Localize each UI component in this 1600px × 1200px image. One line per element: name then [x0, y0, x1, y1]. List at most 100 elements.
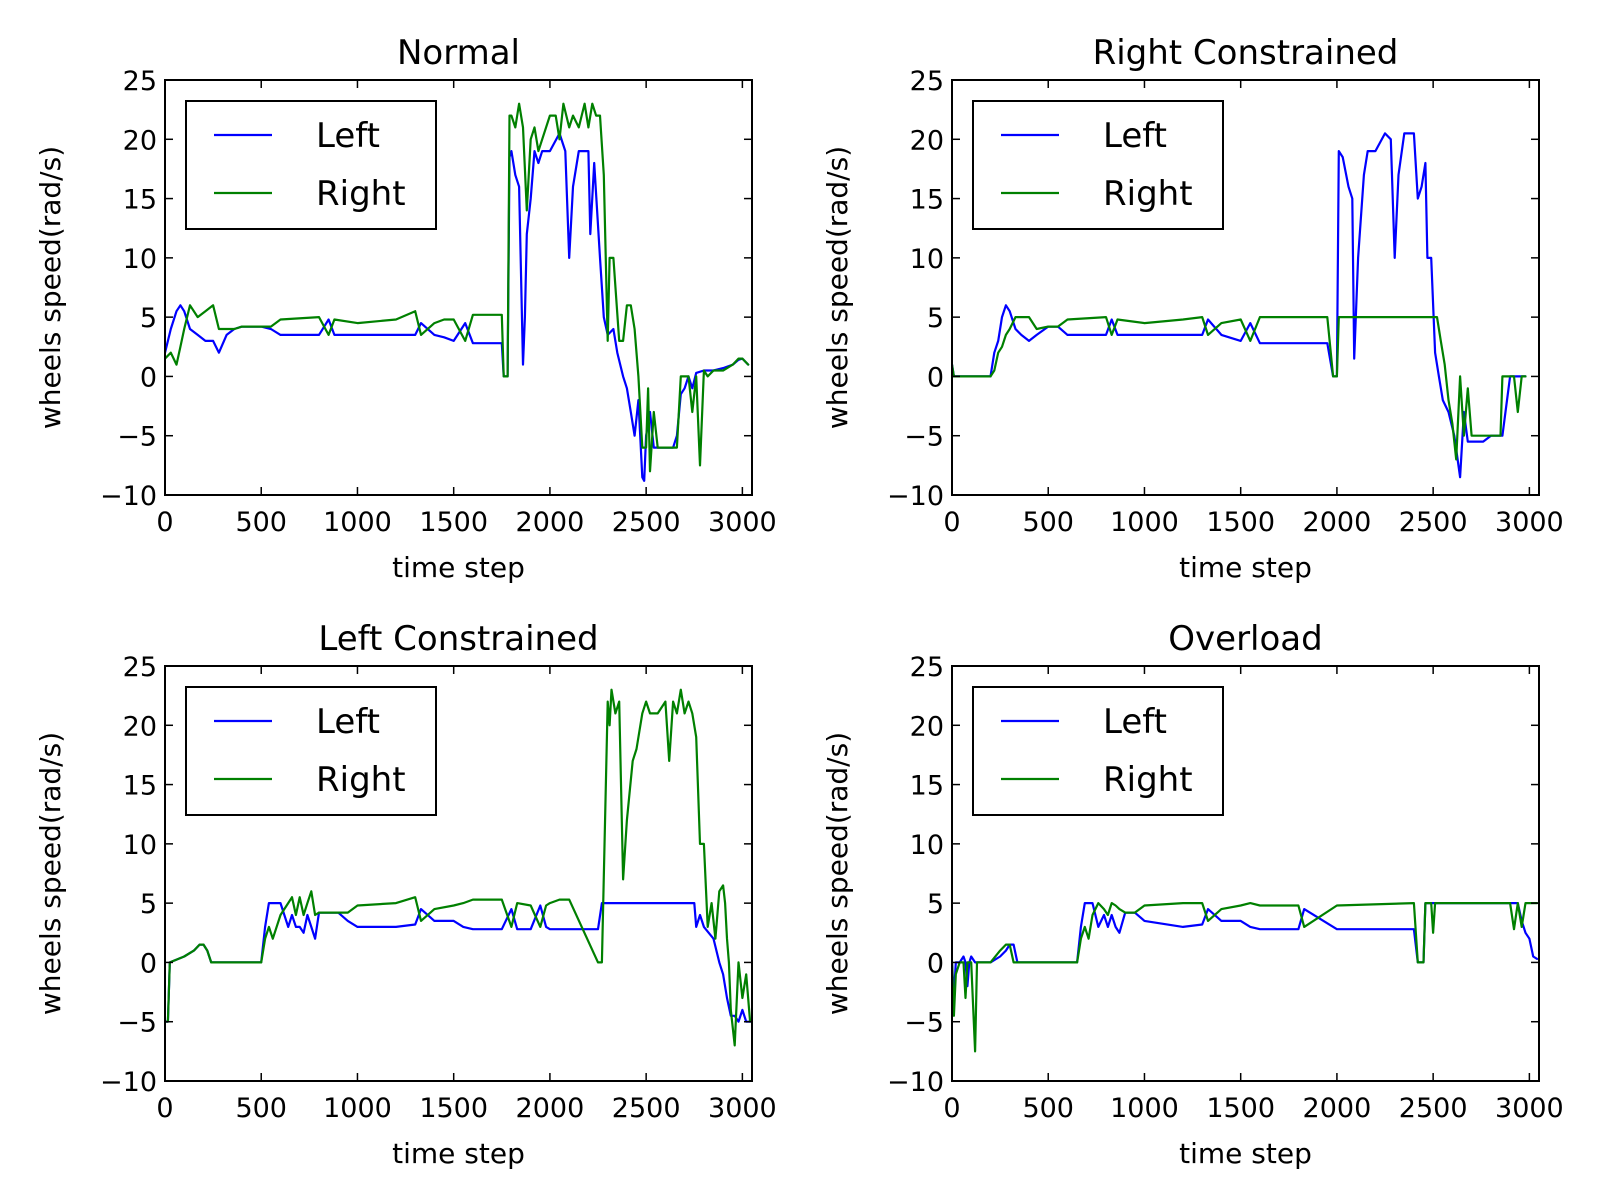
axes-frame [164, 79, 753, 496]
y-tick-label: 0 [927, 948, 944, 979]
chart-panel-1: 0 500 1000 1500 2000 2500 3000 −10 −5 0 5 10 15 20 25 N… [34, 33, 777, 584]
y-tick-label: 10 [910, 830, 944, 861]
y-tick-label: −10 [887, 481, 944, 512]
axes-frame [951, 665, 1540, 1082]
y-tick-label: −5 [904, 422, 944, 453]
y-tick-label: 20 [910, 711, 944, 742]
x-tick-label: 1500 [1206, 507, 1275, 538]
series-line-right [952, 316, 1527, 461]
y-tick-label: −10 [100, 481, 157, 512]
x-tick-label: 500 [1022, 1093, 1074, 1124]
y-axis-label: wheels speed(rad/s) [34, 732, 67, 1015]
y-tick-label: −5 [117, 422, 157, 453]
chart-title: Overload [1168, 619, 1322, 659]
legend: Left Right [972, 686, 1224, 816]
legend-label-left: Left [1103, 116, 1167, 156]
x-tick-label: 2500 [612, 1093, 681, 1124]
x-tick-label: 2000 [516, 1093, 585, 1124]
x-axis-label: time step [1179, 1137, 1312, 1170]
x-tick-label: 1000 [1110, 507, 1179, 538]
chart-title: Right Constrained [1093, 33, 1399, 73]
y-tick-label: 10 [123, 830, 157, 861]
legend-label-right: Right [316, 760, 406, 800]
legend: Left Right [972, 100, 1224, 230]
y-tick-label: 5 [140, 889, 157, 920]
y-tick-label: 20 [123, 711, 157, 742]
x-tick-label: 2500 [1399, 507, 1468, 538]
legend-label-left: Left [1103, 702, 1167, 742]
series-line-right [165, 102, 750, 473]
y-tick-label: 25 [123, 652, 157, 683]
x-tick-label: 3000 [1495, 507, 1564, 538]
y-tick-label: 5 [140, 303, 157, 334]
y-axis-label: wheels speed(rad/s) [34, 146, 67, 429]
x-tick-label: 2500 [612, 507, 681, 538]
x-axis-label: time step [392, 1137, 525, 1170]
legend: Left Right [185, 686, 437, 816]
y-axis-label: wheels speed(rad/s) [821, 146, 854, 429]
legend-label-right: Right [1103, 174, 1193, 214]
y-tick-label: 15 [910, 185, 944, 216]
legend-label-right: Right [316, 174, 406, 214]
x-tick-label: 3000 [708, 507, 777, 538]
x-tick-label: 500 [235, 507, 287, 538]
x-tick-label: 1500 [419, 507, 488, 538]
x-tick-label: 500 [235, 1093, 287, 1124]
y-tick-label: 0 [140, 362, 157, 393]
y-tick-label: 15 [123, 771, 157, 802]
y-tick-label: −10 [100, 1067, 157, 1098]
x-tick-label: 1000 [323, 1093, 392, 1124]
x-tick-label: 0 [943, 1093, 960, 1124]
chart-title: Left Constrained [318, 619, 598, 659]
x-tick-label: 3000 [1495, 1093, 1564, 1124]
x-tick-label: 0 [943, 507, 960, 538]
x-tick-label: 2000 [1303, 1093, 1372, 1124]
chart-panel-3: 0 500 1000 1500 2000 2500 3000 −10 −5 0 5 10 15 20 25 L… [34, 619, 777, 1170]
y-tick-label: 0 [927, 362, 944, 393]
y-tick-label: 0 [140, 948, 157, 979]
y-tick-label: 25 [910, 652, 944, 683]
legend: Left Right [185, 100, 437, 230]
y-tick-label: −5 [117, 1008, 157, 1039]
y-tick-label: 25 [123, 66, 157, 97]
series-line-left [952, 902, 1539, 1000]
legend-box [185, 686, 437, 816]
legend-label-right: Right [1103, 760, 1193, 800]
legend-label-left: Left [316, 116, 380, 156]
x-tick-label: 2000 [516, 507, 585, 538]
y-axis-label: wheels speed(rad/s) [821, 732, 854, 1015]
x-tick-label: 1000 [323, 507, 392, 538]
chart-title: Normal [397, 33, 520, 73]
x-axis-label: time step [1179, 551, 1312, 584]
x-tick-label: 0 [156, 1093, 173, 1124]
legend-box [972, 100, 1224, 230]
x-tick-label: 3000 [708, 1093, 777, 1124]
x-tick-label: 2000 [1303, 507, 1372, 538]
y-tick-label: −5 [904, 1008, 944, 1039]
chart-panel-4: 0 500 1000 1500 2000 2500 3000 −10 −5 0 5 10 15 20 25 O… [821, 619, 1564, 1170]
legend-box [972, 686, 1224, 816]
legend-label-left: Left [316, 702, 380, 742]
y-tick-label: 20 [910, 125, 944, 156]
x-tick-label: 1500 [419, 1093, 488, 1124]
series-line-left [952, 132, 1527, 479]
y-tick-label: 10 [910, 244, 944, 275]
y-tick-label: 25 [910, 66, 944, 97]
y-tick-label: 5 [927, 889, 944, 920]
axes-frame [164, 665, 753, 1082]
chart-panel-2: 0 500 1000 1500 2000 2500 3000 −10 −5 0 5 10 15 20 25 R… [821, 33, 1564, 584]
axes-frame [951, 79, 1540, 496]
y-tick-label: 15 [910, 771, 944, 802]
y-tick-label: 5 [927, 303, 944, 334]
x-tick-label: 2500 [1399, 1093, 1468, 1124]
y-tick-label: −10 [887, 1067, 944, 1098]
x-tick-label: 1500 [1206, 1093, 1275, 1124]
x-tick-label: 1000 [1110, 1093, 1179, 1124]
x-tick-label: 500 [1022, 507, 1074, 538]
x-tick-label: 0 [156, 507, 173, 538]
y-tick-label: 10 [123, 244, 157, 275]
series-line-right [952, 902, 1539, 1053]
y-tick-label: 20 [123, 125, 157, 156]
legend-box [185, 100, 437, 230]
